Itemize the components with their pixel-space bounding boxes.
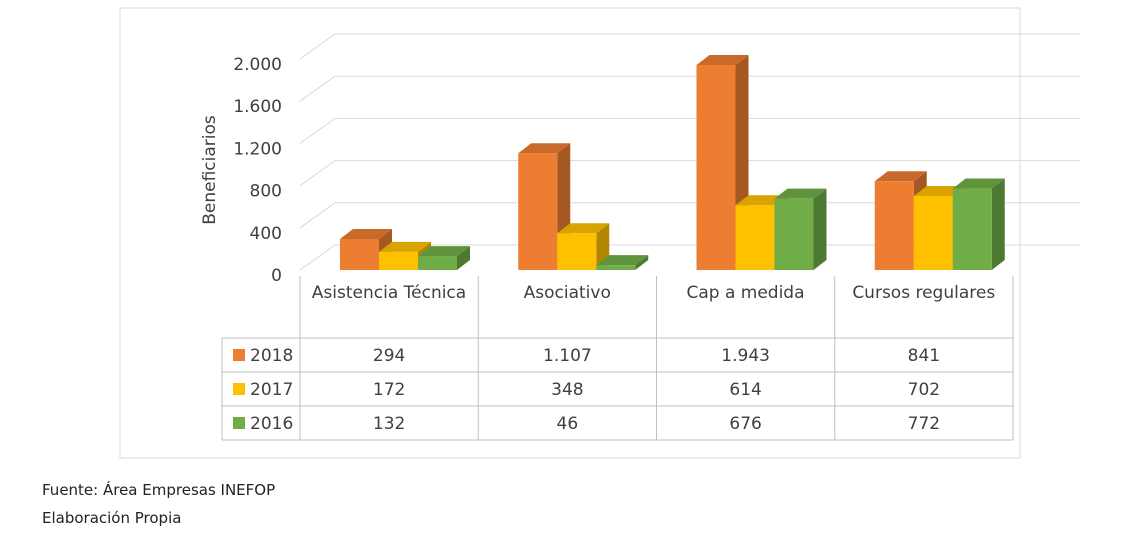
y-tick-label: 0: [271, 266, 282, 286]
bar: [418, 256, 457, 270]
y-tick-label: 800: [250, 182, 282, 202]
bar: [874, 181, 914, 270]
grid-diagonal: [299, 202, 336, 229]
bar: [696, 65, 736, 271]
bar-side: [457, 246, 470, 270]
legend-key: [233, 349, 245, 361]
grid-diagonal: [299, 33, 336, 60]
y-tick-label: 2.000: [233, 55, 282, 75]
legend-key: [233, 383, 245, 395]
bar: [952, 188, 992, 270]
y-tick-label: 400: [250, 224, 282, 244]
x-tick-label: Asociativo: [523, 283, 611, 303]
x-tick-label: Cap a medida: [686, 283, 805, 303]
bar: [774, 198, 814, 270]
bar-top: [518, 143, 571, 154]
bar-top: [696, 55, 749, 66]
table-value: 1.943: [721, 346, 770, 366]
bar-top: [379, 241, 431, 252]
chart: Beneficiarios 0 400 800 1.200 1.600 2.000 Asis…: [119, 7, 1080, 459]
bar: [379, 251, 418, 270]
category-cell: Cap a medida: [686, 283, 805, 303]
bar-side: [813, 188, 827, 270]
y-tick-label: 1.600: [233, 97, 282, 117]
grid-diagonal: [299, 244, 336, 271]
bar-side: [991, 178, 1005, 270]
bar: [557, 233, 597, 270]
category-cell: Asociativo: [523, 283, 611, 303]
bar: [913, 195, 953, 270]
bar-top: [557, 223, 610, 234]
bar-top: [596, 255, 649, 266]
category-cell: Cursos regulares: [852, 283, 996, 303]
table-value: 172: [373, 380, 405, 400]
category-cell: Asistencia Técnica: [311, 283, 467, 303]
y-tick-label: 1.200: [233, 139, 282, 159]
grid-diagonal: [299, 117, 336, 144]
table-value: 46: [557, 414, 579, 434]
bar: [735, 205, 775, 270]
source: Fuente: Área Empresas INEFOP: [42, 481, 276, 499]
bar-top: [874, 171, 927, 182]
table-value: 614: [729, 380, 761, 400]
x-tick-label: Asistencia Técnica: [311, 283, 467, 303]
table-value: 1.107: [543, 346, 592, 366]
legend-label: 2017: [250, 380, 293, 400]
note: Elaboración Propia: [42, 509, 182, 527]
grid-diagonal: [299, 75, 336, 102]
bar-side: [635, 255, 649, 270]
grid-diagonal: [299, 160, 336, 187]
bar: [518, 153, 558, 270]
x-tick-label: Cursos regulares: [852, 283, 996, 303]
legend-label: 2018: [250, 346, 293, 366]
bar: [596, 265, 636, 270]
table-value: 772: [908, 414, 940, 434]
bar-top: [340, 228, 392, 239]
table-value: 132: [373, 414, 405, 434]
legend-key: [233, 417, 245, 429]
table-value: 702: [908, 380, 940, 400]
table-value: 348: [551, 380, 583, 400]
bar-top: [418, 246, 470, 257]
table-value: 841: [908, 346, 940, 366]
bar-top: [952, 178, 1005, 189]
y-axis-label: Beneficiarios: [200, 115, 220, 225]
table-value: 676: [729, 414, 761, 434]
table-value: 294: [373, 346, 405, 366]
legend-label: 2016: [250, 414, 293, 434]
bar: [340, 238, 379, 270]
bar-top: [774, 188, 827, 199]
